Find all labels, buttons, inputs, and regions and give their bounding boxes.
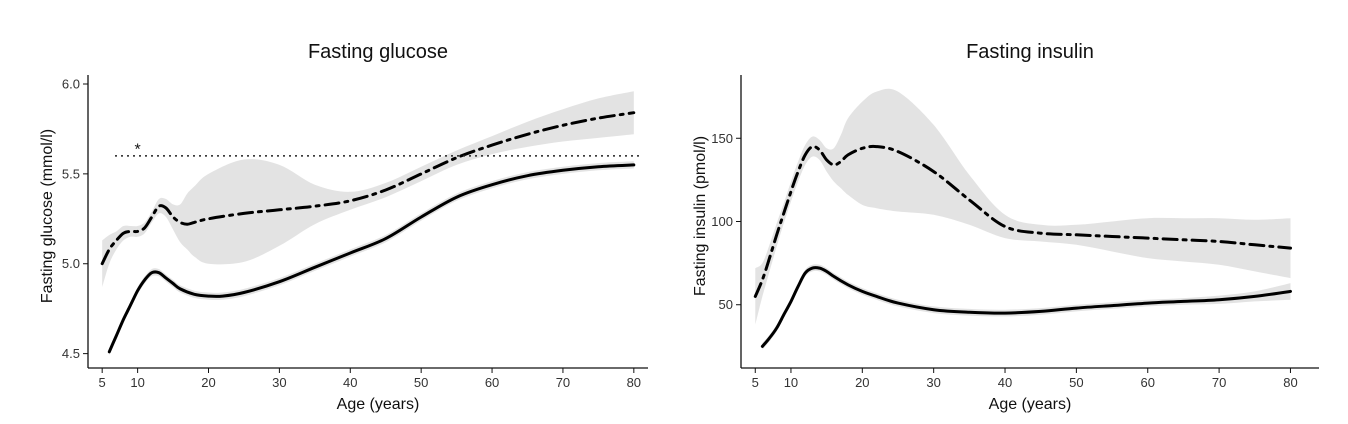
insulin-x-tick-label: 60: [1141, 375, 1155, 390]
glucose-line-solid: [107, 163, 636, 354]
glucose-x-tick-label: 50: [414, 375, 428, 390]
glucose-x-tick-label: 60: [485, 375, 499, 390]
glucose-x-tick-label: 10: [130, 375, 144, 390]
glucose-x-tick-label: 20: [201, 375, 215, 390]
insulin-y-tick-label: 100: [711, 214, 733, 229]
insulin-x-tick-label: 10: [784, 375, 798, 390]
glucose-x-label: Age (years): [337, 396, 420, 413]
insulin-axes: 5 10 20 30 40 50 60 70 80 50 100 150: [711, 75, 1319, 390]
glucose-line-dashdot: [100, 111, 636, 266]
insulin-x-tick-label: 5: [752, 375, 759, 390]
glucose-x-tick-label: 70: [556, 375, 570, 390]
insulin-x-tick-label: 70: [1212, 375, 1226, 390]
glucose-series-lines: [100, 111, 636, 354]
glucose-x-tick-label: 40: [343, 375, 357, 390]
glucose-x-tick-label: 80: [627, 375, 641, 390]
insulin-x-tick-label: 80: [1283, 375, 1297, 390]
glucose-y-tick-label: 4.5: [62, 346, 80, 361]
insulin-x-tick-label: 50: [1069, 375, 1083, 390]
insulin-confidence-bands: [755, 88, 1291, 350]
glucose-panel: Fasting glucose Age (years) Fasting gluc…: [39, 41, 648, 413]
insulin-band-solid: [762, 264, 1291, 350]
insulin-y-tick-label: 50: [719, 297, 733, 312]
insulin-band-dashdot: [755, 88, 1291, 325]
glucose-y-tick-label: 5.5: [62, 166, 80, 181]
insulin-panel: Fasting insulin Age (years) Fasting insu…: [692, 41, 1319, 413]
insulin-y-label: Fasting insulin (pmol/l): [692, 136, 709, 296]
glucose-band-dashdot: [102, 91, 634, 288]
insulin-title: Fasting insulin: [966, 41, 1094, 63]
glucose-annotations: *: [115, 142, 642, 159]
glucose-axes: 5 10 20 30 40 50 60 70 80 4.5 5.0 5.5 6.0: [62, 75, 648, 390]
glucose-x-tick-label: 30: [272, 375, 286, 390]
insulin-x-tick-label: 40: [998, 375, 1012, 390]
glucose-annotation: *: [135, 142, 141, 159]
insulin-line-solid: [760, 266, 1292, 348]
insulin-x-tick-label: 20: [855, 375, 869, 390]
insulin-x-label: Age (years): [989, 396, 1072, 413]
glucose-title: Fasting glucose: [308, 41, 448, 63]
glucose-confidence-bands: [102, 91, 634, 356]
insulin-series-lines: [753, 144, 1292, 348]
insulin-x-tick-label: 30: [926, 375, 940, 390]
glucose-y-tick-label: 5.0: [62, 256, 80, 271]
insulin-y-tick-label: 150: [711, 131, 733, 146]
glucose-y-tick-label: 6.0: [62, 76, 80, 91]
insulin-line-dashdot: [753, 144, 1292, 298]
glucose-x-tick-label: 5: [99, 375, 106, 390]
glucose-y-label: Fasting glucose (mmol/l): [39, 129, 56, 303]
